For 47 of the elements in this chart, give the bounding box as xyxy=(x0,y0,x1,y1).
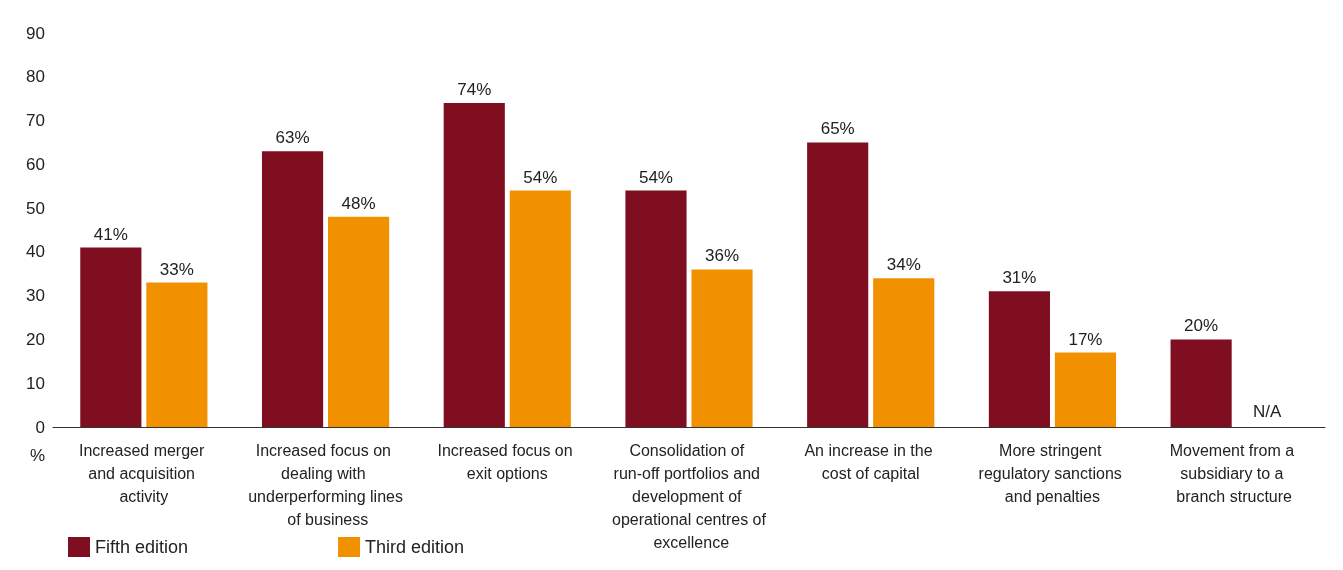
bar xyxy=(509,190,571,427)
bar xyxy=(1054,352,1117,427)
data-label: 74% xyxy=(457,80,492,100)
data-label: 41% xyxy=(93,224,128,244)
y-tick-label: 40 xyxy=(26,242,45,262)
x-tick-label: An increase in the cost of capital xyxy=(804,442,937,482)
data-label: 20% xyxy=(1184,316,1219,336)
bar xyxy=(988,291,1050,427)
data-label: 34% xyxy=(886,255,921,275)
bar xyxy=(443,103,505,427)
bar xyxy=(807,142,869,427)
y-tick-label: 30 xyxy=(26,286,45,306)
x-tick-label: Movement from a subsidiary to a branch structure xyxy=(1169,442,1299,505)
x-tick-label: More stringent regulatory sanctions and penalties xyxy=(978,442,1127,505)
y-tick-label: 70 xyxy=(26,111,45,131)
data-label: 63% xyxy=(275,128,310,148)
bar xyxy=(80,247,142,427)
y-tick-label: 10 xyxy=(26,373,45,393)
legend-label: Fifth edition xyxy=(95,537,189,557)
legend-label: Third edition xyxy=(365,537,465,557)
annotation: N/A xyxy=(1252,402,1282,421)
x-tick-label: Increased merger and acquisition activity xyxy=(78,442,209,505)
y-tick-label: 50 xyxy=(26,198,45,218)
x-tick-label: Consolidation of run-off portfolios and development of operational centres of excellence xyxy=(612,442,767,551)
bar xyxy=(1170,339,1232,427)
bar xyxy=(691,269,753,427)
y-tick-label: 0 xyxy=(35,417,45,437)
data-label: 54% xyxy=(523,167,558,187)
bar xyxy=(261,151,324,427)
data-label: 48% xyxy=(341,193,376,213)
data-label: 65% xyxy=(820,119,855,139)
y-axis-title: % xyxy=(29,446,45,465)
bar xyxy=(625,190,687,427)
data-label: 31% xyxy=(1002,268,1037,288)
bar xyxy=(328,216,390,427)
data-label: 33% xyxy=(159,259,194,279)
bar xyxy=(873,278,935,427)
x-tick-label: Increased focus on dealing with underperforming lines of business xyxy=(248,442,403,528)
data-label: 17% xyxy=(1068,329,1103,349)
x-tick-label: Increased focus on exit options xyxy=(437,442,578,482)
y-tick-label: 60 xyxy=(26,154,45,174)
y-tick-label: 90 xyxy=(26,23,45,43)
y-tick-label: 80 xyxy=(26,67,45,87)
data-label: 36% xyxy=(705,246,740,266)
bar xyxy=(146,282,208,427)
data-label: 54% xyxy=(638,167,673,187)
y-tick-label: 20 xyxy=(26,329,45,349)
